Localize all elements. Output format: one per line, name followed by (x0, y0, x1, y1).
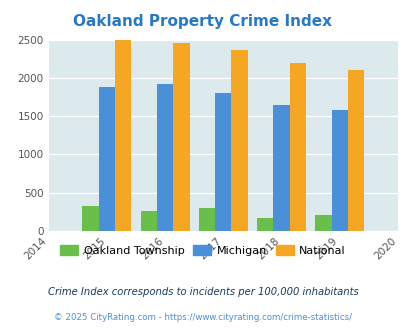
Bar (331, 110, 347, 231)
Bar (198, 208, 215, 231)
Bar (314, 215, 331, 231)
Text: Oakland Property Crime Index: Oakland Property Crime Index (73, 14, 332, 29)
Bar (140, 211, 157, 231)
Text: Crime Index corresponds to incidents per 100,000 inhabitants: Crime Index corresponds to incidents per… (47, 287, 358, 297)
Bar (82, 206, 98, 231)
Legend: Oakland Township, Michigan, National: Oakland Township, Michigan, National (56, 240, 349, 260)
Text: © 2025 CityRating.com - https://www.cityrating.com/crime-statistics/: © 2025 CityRating.com - https://www.city… (54, 313, 351, 322)
Bar (289, 63, 305, 231)
Bar (157, 84, 173, 231)
Bar (98, 87, 115, 231)
Bar (173, 44, 189, 231)
Bar (215, 93, 231, 231)
Bar (256, 218, 273, 231)
Bar (115, 40, 131, 231)
Bar (231, 50, 247, 231)
Bar (273, 106, 289, 231)
Bar (347, 70, 363, 231)
